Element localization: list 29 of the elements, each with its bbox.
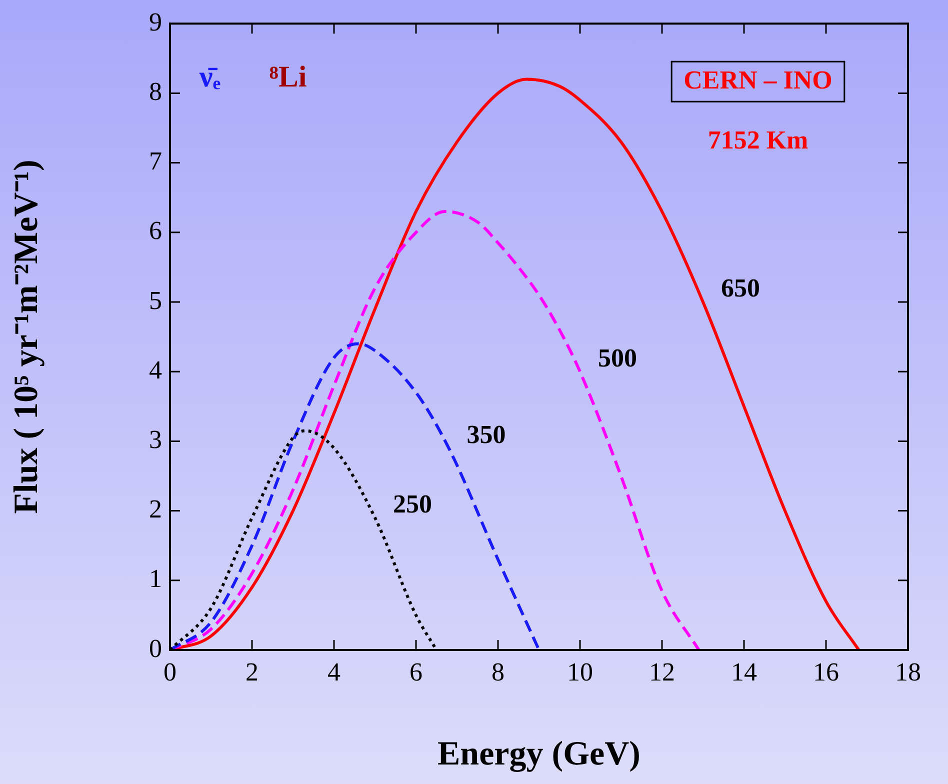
x-tick-label: 16 [813,657,839,686]
y-tick-label: 2 [149,494,162,524]
x-tick-label: 12 [649,657,675,686]
y-tick-label: 1 [149,564,162,594]
y-tick-label: 6 [149,216,162,246]
x-tick-label: 6 [410,657,422,686]
x-tick-label: 18 [895,657,921,686]
y-tick-label: 7 [149,146,162,176]
y-tick-label: 4 [149,355,162,384]
y-tick-label: 3 [149,425,162,454]
series-label: 650 [721,274,760,303]
annotation: CERN – INO [684,65,832,94]
annotation: ν̄ₑ [198,60,221,94]
series-label: 500 [598,343,637,372]
y-tick-label: 0 [149,634,162,663]
y-tick-label: 8 [149,77,162,106]
y-tick-label: 5 [149,286,162,315]
x-tick-label: 4 [328,657,340,686]
annotation: ⁸Li [269,60,307,94]
x-tick-label: 10 [567,657,593,686]
x-tick-label: 2 [246,657,258,686]
x-axis-title: Energy (GeV) [437,735,641,772]
y-axis-title: Flux ( 10⁵ yr⁻¹m⁻²MeV⁻¹) [8,160,46,514]
series-label: 250 [393,489,432,518]
series-label: 350 [466,420,506,449]
x-tick-label: 14 [731,657,757,686]
annotation: 7152 Km [708,125,809,154]
x-tick-label: 8 [492,657,504,686]
y-tick-label: 9 [149,7,162,36]
